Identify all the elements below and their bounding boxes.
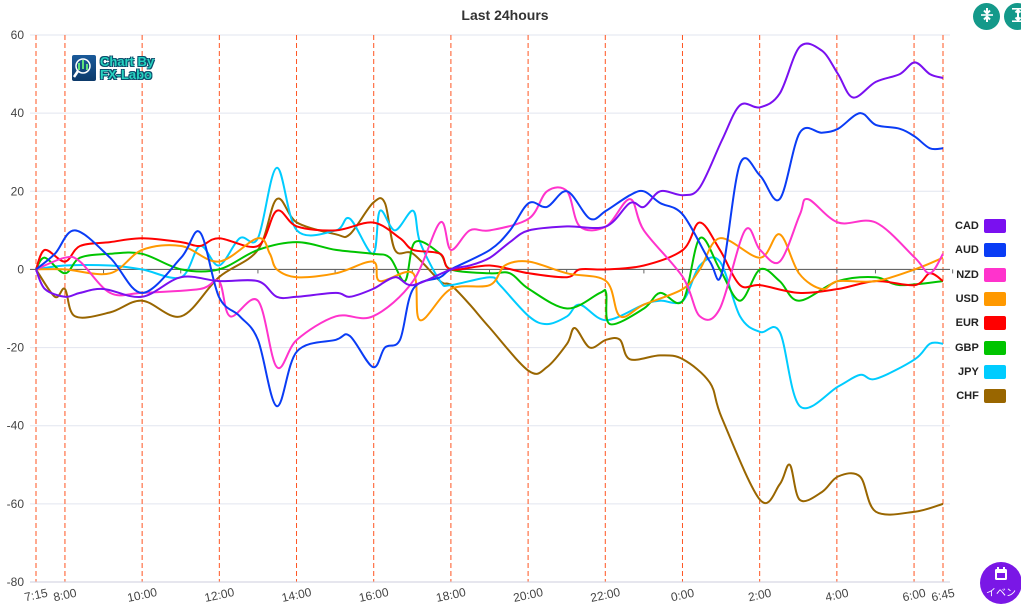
legend: CAD AUD NZD USD EUR GBP JPY CHF [955, 214, 1006, 408]
legend-swatch [983, 316, 1006, 331]
legend-swatch [983, 389, 1006, 404]
y-tick-label: -60 [7, 497, 25, 511]
chart-title: Last 24hours [461, 7, 549, 23]
x-tick-label: 22:00 [589, 585, 622, 605]
y-tick-label: -40 [7, 419, 25, 433]
x-tick-label: 20:00 [512, 585, 545, 605]
legend-item-gbp[interactable]: GBP [955, 335, 1006, 359]
legend-item-eur[interactable]: EUR [955, 311, 1006, 335]
y-tick-label: 40 [11, 106, 25, 120]
legend-swatch [983, 364, 1006, 379]
y-tick-label: -80 [7, 575, 25, 589]
magnifier-chart-icon [72, 55, 96, 81]
legend-label: CHF [956, 390, 979, 403]
legend-swatch [983, 219, 1006, 234]
y-tick-label: -20 [7, 341, 25, 355]
collapse-button[interactable] [973, 3, 1000, 30]
x-tick-label: 7:15 [23, 586, 49, 605]
x-tick-label: 8:00 [52, 586, 78, 605]
x-tick-label: 6:00 [901, 586, 927, 605]
x-tick-label: 6:45 [930, 586, 956, 605]
x-tick-label: 2:00 [747, 586, 773, 605]
legend-item-aud[interactable]: AUD [955, 238, 1006, 262]
legend-item-chf[interactable]: CHF [955, 384, 1006, 408]
legend-label: GBP [955, 341, 979, 354]
legend-label: AUD [955, 244, 979, 257]
legend-label: NZD [956, 268, 979, 281]
legend-swatch [983, 292, 1006, 307]
series-line-gbp [35, 236, 944, 326]
x-tick-label: 4:00 [824, 586, 850, 605]
legend-label: EUR [955, 317, 979, 330]
x-tick-label: 18:00 [435, 585, 468, 605]
legend-item-jpy[interactable]: JPY [955, 360, 1006, 384]
legend-item-usd[interactable]: USD [955, 287, 1006, 311]
expand-button[interactable] [1004, 3, 1021, 30]
logo-line2: FX-Labo [100, 67, 152, 82]
x-tick-label: 0:00 [670, 586, 696, 605]
y-tick-label: 20 [11, 184, 25, 198]
legend-item-nzd[interactable]: NZD [955, 263, 1006, 287]
y-tick-label: 0 [17, 262, 24, 276]
legend-swatch [983, 340, 1006, 355]
series-line-chf [35, 197, 944, 516]
expand-vertical-icon [1010, 7, 1021, 27]
legend-label: CAD [955, 220, 979, 233]
legend-item-cad[interactable]: CAD [955, 214, 1006, 238]
fx-labo-logo: Chart By FX-Labo [72, 55, 154, 81]
series-line-aud [35, 112, 944, 408]
series-line-jpy [35, 166, 944, 410]
x-tick-label: 10:00 [126, 585, 159, 605]
event-button-label: イベン [986, 588, 1016, 599]
x-tick-label: 16:00 [358, 585, 391, 605]
compress-vertical-icon [979, 7, 995, 27]
legend-swatch [983, 243, 1006, 258]
legend-swatch [983, 267, 1006, 282]
event-button[interactable]: イベン [980, 562, 1021, 604]
x-tick-label: 12:00 [203, 585, 236, 605]
series-line-usd [35, 233, 944, 322]
legend-label: JPY [958, 365, 979, 378]
calendar-icon [980, 567, 1021, 584]
y-tick-label: 60 [11, 28, 25, 42]
logo-line1: Chart By [100, 54, 155, 69]
x-tick-label: 14:00 [280, 585, 313, 605]
legend-label: USD [955, 293, 979, 306]
series-line-cad [35, 42, 944, 300]
